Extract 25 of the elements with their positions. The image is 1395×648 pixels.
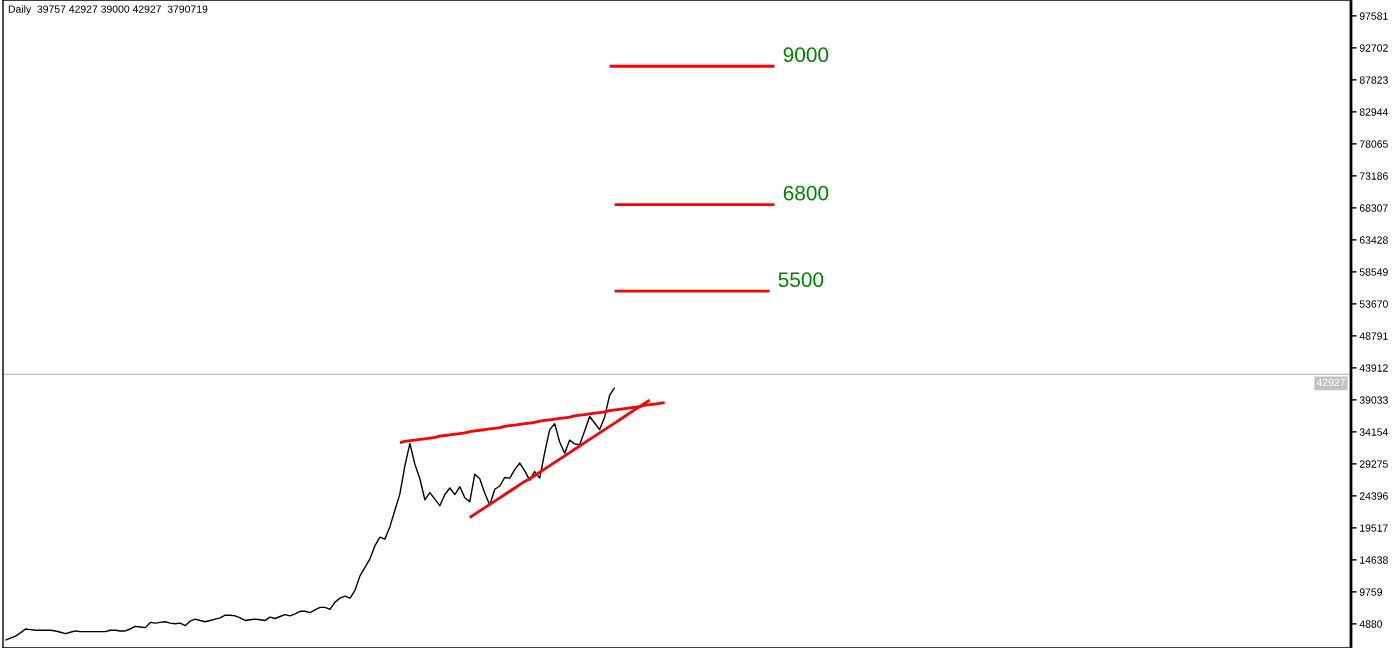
y-tick-label: 9759 [1359,588,1383,596]
y-tick-label: 68307 [1359,204,1388,212]
y-tick-label: 53670 [1359,300,1388,308]
y-tick-label: 43912 [1359,364,1388,372]
y-tick-label: 24396 [1359,492,1388,500]
series-label: 9000 [783,47,829,63]
y-tick-label: 63428 [1359,236,1388,244]
y-tick-label: 82944 [1359,108,1388,116]
y-tick-label: 39033 [1359,396,1388,404]
y-tick-label: 19517 [1360,524,1388,532]
y-tick-label: 48791 [1359,332,1388,340]
y-tick-label: 92702 [1359,44,1388,52]
y-tick-label: 58549 [1359,268,1388,276]
chart-title: Daily 39757 42927 39000 42927 3790719 [8,5,208,15]
y-tick-label: 87823 [1359,76,1388,84]
y-tick-label: 34154 [1359,428,1388,436]
y-tick-label: 78065 [1359,140,1388,148]
series-label: 5500 [778,272,824,288]
y-tick-label: 73186 [1359,172,1388,180]
y-tick-label: 4880 [1359,620,1383,628]
y-tick-label: 14638 [1360,556,1388,564]
series-label: 6800 [783,185,829,201]
y-tick-label: 29275 [1359,460,1388,468]
ref-line-label: 42927 [1316,378,1345,387]
y-tick-label: 97581 [1359,12,1388,20]
